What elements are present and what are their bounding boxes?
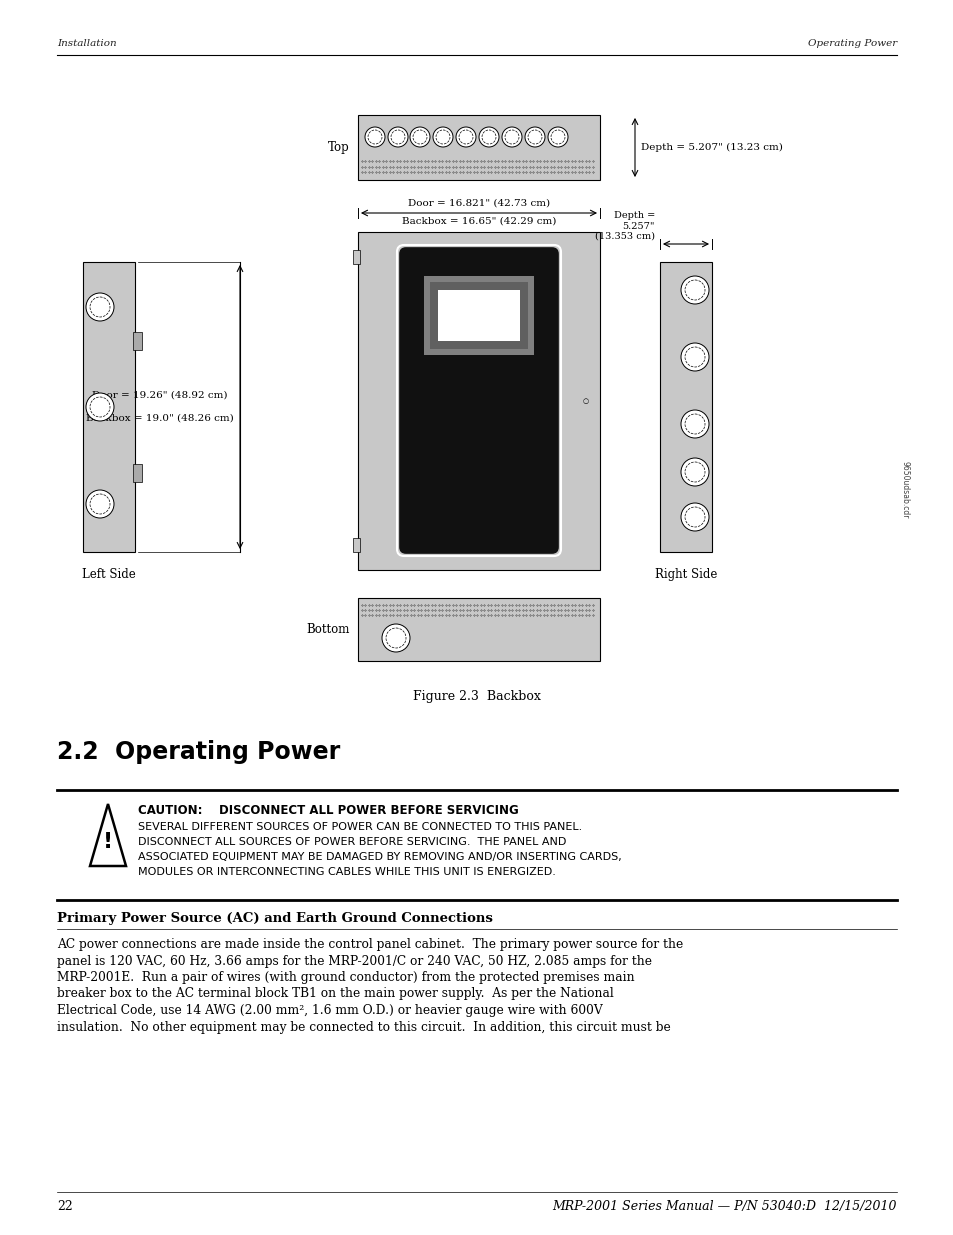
Circle shape [86,393,113,421]
Circle shape [680,503,708,531]
Bar [357,115,599,180]
Text: 22: 22 [57,1200,72,1213]
Text: Operating Power: Operating Power [807,40,896,48]
Bar [132,332,142,350]
Bar [357,598,599,661]
Text: Door = 16.821" (42.73 cm): Door = 16.821" (42.73 cm) [408,199,550,207]
Text: Primary Power Source (AC) and Earth Ground Connections: Primary Power Source (AC) and Earth Grou… [57,911,493,925]
Circle shape [86,490,113,517]
Text: 2.2  Operating Power: 2.2 Operating Power [57,740,340,764]
Circle shape [365,127,385,147]
Text: CAUTION:    DISCONNECT ALL POWER BEFORE SERVICING: CAUTION: DISCONNECT ALL POWER BEFORE SER… [138,804,518,818]
Circle shape [680,343,708,370]
Text: Bottom: Bottom [306,622,350,636]
Bar [357,232,599,571]
Text: Backbox = 19.0" (48.26 cm): Backbox = 19.0" (48.26 cm) [86,414,233,424]
Circle shape [524,127,544,147]
Text: SEVERAL DIFFERENT SOURCES OF POWER CAN BE CONNECTED TO THIS PANEL.: SEVERAL DIFFERENT SOURCES OF POWER CAN B… [138,823,581,832]
Text: MRP-2001E.  Run a pair of wires (with ground conductor) from the protected premi: MRP-2001E. Run a pair of wires (with gro… [57,971,634,984]
Text: !: ! [103,832,113,852]
Circle shape [501,127,521,147]
Bar [353,249,359,264]
Circle shape [547,127,567,147]
Bar [423,275,534,354]
Text: Depth = 5.207" (13.23 cm): Depth = 5.207" (13.23 cm) [640,143,782,152]
Text: AC power connections are made inside the control panel cabinet.  The primary pow: AC power connections are made inside the… [57,939,682,951]
Circle shape [410,127,430,147]
Text: MRP-2001 Series Manual — P/N 53040:D  12/15/2010: MRP-2001 Series Manual — P/N 53040:D 12/… [552,1200,896,1213]
Text: ○: ○ [582,398,588,404]
Circle shape [680,458,708,487]
Circle shape [388,127,408,147]
Text: Installation: Installation [57,40,116,48]
Text: 9650udsab.cdr: 9650udsab.cdr [900,461,908,519]
Circle shape [680,410,708,438]
FancyBboxPatch shape [399,248,558,553]
Text: insulation.  No other equipment may be connected to this circuit.  In addition, : insulation. No other equipment may be co… [57,1020,670,1034]
Bar [437,290,519,341]
Text: Left Side: Left Side [82,568,135,580]
Circle shape [680,275,708,304]
Bar [430,282,527,350]
Text: Depth =
5.257"
(13.353 cm): Depth = 5.257" (13.353 cm) [595,211,655,241]
Text: Electrical Code, use 14 AWG (2.00 mm², 1.6 mm O.D.) or heavier gauge wire with 6: Electrical Code, use 14 AWG (2.00 mm², 1… [57,1004,602,1016]
Circle shape [456,127,476,147]
Bar [659,262,711,552]
Circle shape [381,624,410,652]
Text: MODULES OR INTERCONNECTING CABLES WHILE THIS UNIT IS ENERGIZED.: MODULES OR INTERCONNECTING CABLES WHILE … [138,867,556,877]
Text: Figure 2.3  Backbox: Figure 2.3 Backbox [413,690,540,703]
Circle shape [478,127,498,147]
Bar [353,538,359,552]
Text: Backbox = 16.65" (42.29 cm): Backbox = 16.65" (42.29 cm) [401,217,556,226]
Text: ASSOCIATED EQUIPMENT MAY BE DAMAGED BY REMOVING AND/OR INSERTING CARDS,: ASSOCIATED EQUIPMENT MAY BE DAMAGED BY R… [138,852,621,862]
Text: DISCONNECT ALL SOURCES OF POWER BEFORE SERVICING.  THE PANEL AND: DISCONNECT ALL SOURCES OF POWER BEFORE S… [138,837,566,847]
Text: Door = 19.26" (48.92 cm): Door = 19.26" (48.92 cm) [92,391,228,400]
Circle shape [433,127,453,147]
Text: breaker box to the AC terminal block TB1 on the main power supply.  As per the N: breaker box to the AC terminal block TB1… [57,988,613,1000]
Circle shape [86,293,113,321]
Text: Right Side: Right Side [654,568,717,580]
Text: Top: Top [328,141,350,154]
Bar [132,464,142,482]
Bar [83,262,135,552]
Text: panel is 120 VAC, 60 Hz, 3.66 amps for the MRP-2001/C or 240 VAC, 50 HZ, 2.085 a: panel is 120 VAC, 60 Hz, 3.66 amps for t… [57,955,651,967]
